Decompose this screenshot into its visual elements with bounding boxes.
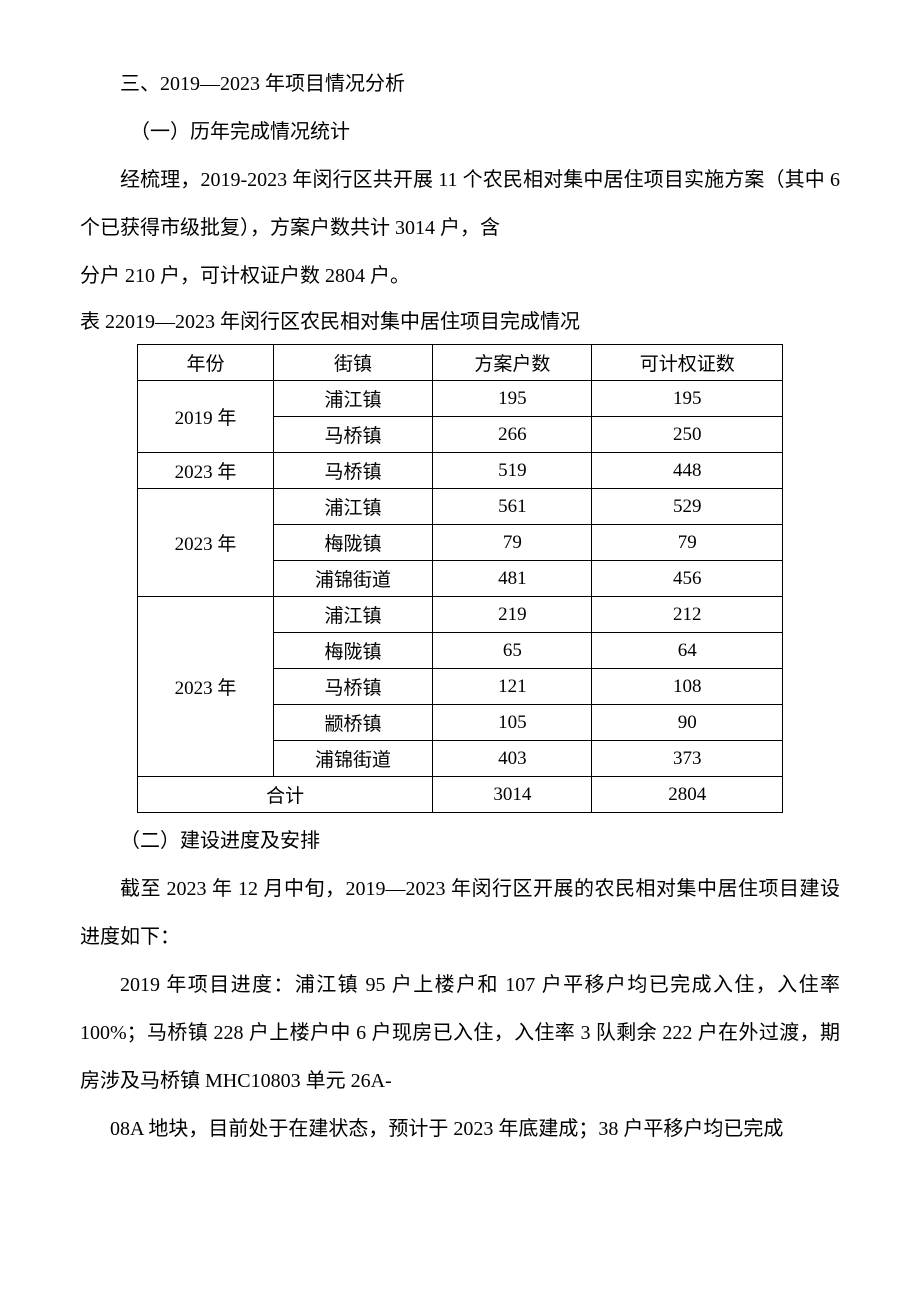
cell-town: 浦江镇	[273, 489, 432, 525]
cell-total-plan: 3014	[433, 777, 592, 813]
table-caption: 表 22019—2023 年闵行区农民相对集中居住项目完成情况	[80, 300, 840, 344]
col-cert: 可计权证数	[592, 345, 783, 381]
paragraph-2: 分户 210 户，可计权证户数 2804 户。	[80, 252, 840, 300]
cell-plan: 561	[433, 489, 592, 525]
cell-plan: 65	[433, 633, 592, 669]
cell-cert: 456	[592, 561, 783, 597]
cell-town: 马桥镇	[273, 669, 432, 705]
table-row: 2019 年浦江镇195195	[138, 381, 783, 417]
cell-plan: 403	[433, 741, 592, 777]
col-plan: 方案户数	[433, 345, 592, 381]
cell-year: 2023 年	[138, 597, 274, 777]
cell-town: 梅陇镇	[273, 525, 432, 561]
cell-cert: 195	[592, 381, 783, 417]
cell-cert: 64	[592, 633, 783, 669]
data-table: 年份 街镇 方案户数 可计权证数 2019 年浦江镇195195马桥镇26625…	[137, 344, 783, 813]
cell-year: 2023 年	[138, 453, 274, 489]
cell-cert: 108	[592, 669, 783, 705]
cell-cert: 79	[592, 525, 783, 561]
cell-year: 2023 年	[138, 489, 274, 597]
cell-cert: 90	[592, 705, 783, 741]
section-heading: 三、2019—2023 年项目情况分析	[80, 60, 840, 108]
cell-cert: 250	[592, 417, 783, 453]
col-year: 年份	[138, 345, 274, 381]
cell-plan: 519	[433, 453, 592, 489]
cell-plan: 105	[433, 705, 592, 741]
table-total-row: 合计30142804	[138, 777, 783, 813]
cell-plan: 266	[433, 417, 592, 453]
paragraph-4: 2019 年项目进度：浦江镇 95 户上楼户和 107 户平移户均已完成入住，入…	[80, 961, 840, 1105]
cell-plan: 121	[433, 669, 592, 705]
cell-year: 2019 年	[138, 381, 274, 453]
sub-heading-1: （一）历年完成情况统计	[80, 108, 840, 156]
cell-plan: 195	[433, 381, 592, 417]
cell-town: 浦江镇	[273, 597, 432, 633]
cell-plan: 79	[433, 525, 592, 561]
cell-plan: 481	[433, 561, 592, 597]
cell-cert: 212	[592, 597, 783, 633]
table-row: 2023 年浦江镇219212	[138, 597, 783, 633]
cell-town: 浦锦街道	[273, 561, 432, 597]
cell-town: 浦江镇	[273, 381, 432, 417]
cell-cert: 373	[592, 741, 783, 777]
cell-cert: 448	[592, 453, 783, 489]
table-header-row: 年份 街镇 方案户数 可计权证数	[138, 345, 783, 381]
cell-cert: 529	[592, 489, 783, 525]
table-row: 2023 年浦江镇561529	[138, 489, 783, 525]
col-town: 街镇	[273, 345, 432, 381]
cell-plan: 219	[433, 597, 592, 633]
cell-town: 梅陇镇	[273, 633, 432, 669]
table-row: 2023 年马桥镇519448	[138, 453, 783, 489]
cell-town: 马桥镇	[273, 417, 432, 453]
paragraph-5: 08A 地块，目前处于在建状态，预计于 2023 年底建成；38 户平移户均已完…	[80, 1105, 840, 1153]
cell-total-cert: 2804	[592, 777, 783, 813]
cell-town: 浦锦街道	[273, 741, 432, 777]
sub-heading-2: （二）建设进度及安排	[80, 817, 840, 865]
paragraph-1: 经梳理，2019-2023 年闵行区共开展 11 个农民相对集中居住项目实施方案…	[80, 156, 840, 252]
cell-town: 颛桥镇	[273, 705, 432, 741]
paragraph-3: 截至 2023 年 12 月中旬，2019—2023 年闵行区开展的农民相对集中…	[80, 865, 840, 961]
cell-total-label: 合计	[138, 777, 433, 813]
cell-town: 马桥镇	[273, 453, 432, 489]
